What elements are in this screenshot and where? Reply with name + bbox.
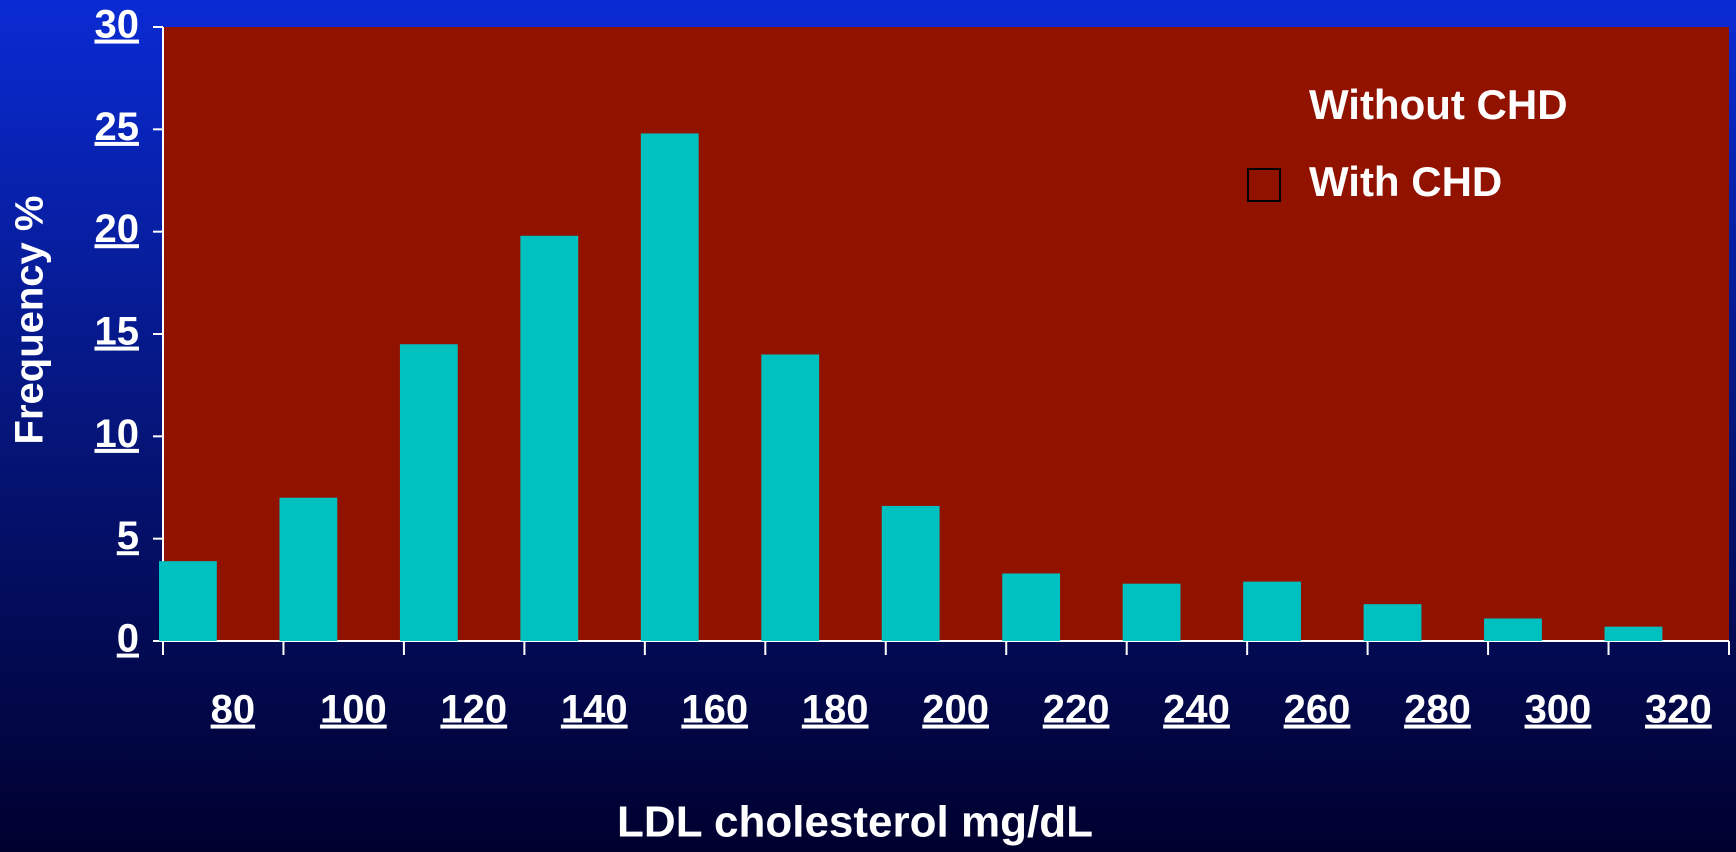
x-tick-label: 80: [211, 688, 256, 732]
y-tick-label: 15: [95, 310, 140, 354]
x-tick-label: 240: [1163, 688, 1230, 732]
legend-label: Without CHD: [1309, 81, 1568, 128]
bar: [159, 561, 217, 641]
y-tick-label: 0: [117, 617, 139, 661]
bar: [1604, 626, 1663, 641]
x-tick-label: 120: [440, 688, 507, 732]
x-tick-label: 300: [1525, 688, 1592, 732]
bar: [881, 505, 940, 641]
y-tick-label: 10: [95, 412, 140, 456]
bar: [1363, 604, 1422, 641]
bar: [761, 354, 820, 641]
bar: [279, 497, 338, 641]
y-tick-label: 30: [95, 3, 140, 47]
y-tick-label: 5: [117, 514, 139, 558]
x-tick-label: 320: [1645, 688, 1712, 732]
legend-label: With CHD: [1309, 158, 1502, 205]
x-tick-label: 280: [1404, 688, 1471, 732]
bar: [1243, 581, 1301, 641]
y-tick-label: 25: [95, 105, 140, 149]
bar: [520, 235, 579, 641]
bar: [1002, 573, 1061, 641]
x-tick-label: 140: [561, 688, 628, 732]
x-tick-label: 100: [320, 688, 387, 732]
bar: [1122, 583, 1181, 641]
y-tick-label: 20: [95, 207, 140, 251]
x-tick-label: 200: [922, 688, 989, 732]
x-tick-label: 160: [681, 688, 748, 732]
x-tick-label: 260: [1284, 688, 1351, 732]
x-tick-label: 220: [1043, 688, 1110, 732]
bar: [640, 133, 699, 641]
legend-swatch: [1247, 168, 1281, 202]
y-axis-label: Frequency %: [8, 196, 52, 445]
x-axis-label: LDL cholesterol mg/dL: [617, 798, 1093, 847]
x-tick-label: 180: [802, 688, 869, 732]
bar: [399, 344, 458, 641]
bar: [1484, 618, 1542, 641]
